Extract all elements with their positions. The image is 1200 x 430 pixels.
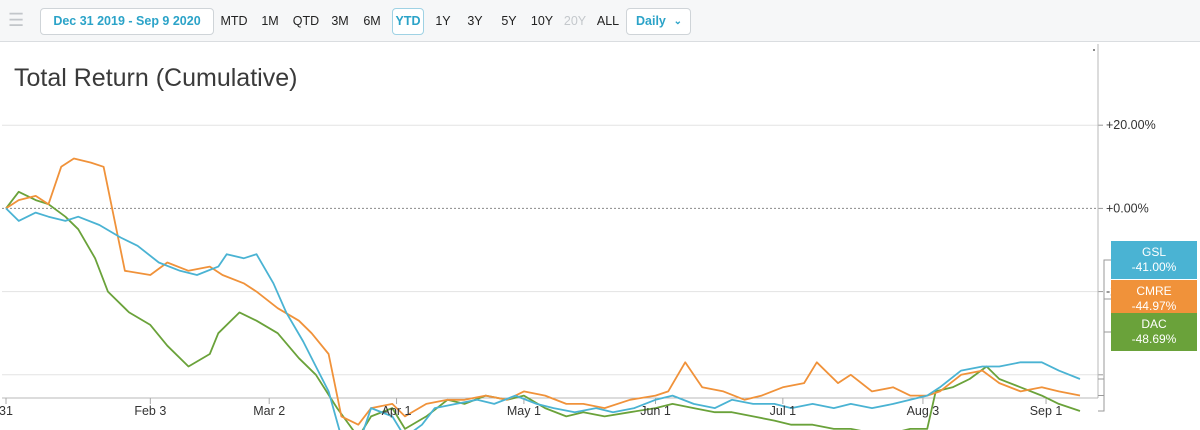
date-range-picker[interactable]: Dec 31 2019 - Sep 9 2020	[40, 8, 214, 35]
x-axis-tick-labels: 31 Feb 3 Mar 2 Apr 1 May 1 Jun 1 Jul 1 Aug 3 Sep…	[0, 404, 1062, 418]
period-button-3y[interactable]: 3Y	[467, 14, 483, 28]
y-tick-label: +0.00%	[1106, 201, 1149, 215]
grid-lines	[2, 124, 1098, 376]
interval-select-value: Daily	[636, 14, 666, 28]
period-button-6m[interactable]: 6M	[363, 14, 381, 28]
period-button-mtd[interactable]: MTD	[220, 14, 248, 28]
period-button-3m[interactable]: 3M	[331, 14, 349, 28]
period-button-ytd[interactable]: YTD	[392, 8, 424, 35]
chevron-down-icon: ⌄	[673, 16, 682, 27]
period-button-1m[interactable]: 1M	[261, 14, 279, 28]
x-tick-label: May 1	[507, 404, 541, 418]
end-label-cmre: CMRE -44.97%	[1111, 280, 1197, 318]
y-tick-label: +20.00%	[1106, 118, 1156, 132]
series-line-dac	[5, 190, 1081, 430]
x-tick-label: Sep 1	[1030, 404, 1063, 418]
end-label-series-name: DAC	[1141, 317, 1167, 331]
period-button-5y[interactable]: 5Y	[501, 14, 517, 28]
period-button-20y: 20Y	[563, 14, 587, 28]
end-label-series-name: GSL	[1141, 245, 1166, 259]
end-label-value: -41.00%	[1131, 260, 1177, 274]
end-label-gsl: GSL -41.00%	[1111, 241, 1197, 279]
series-lines	[5, 157, 1111, 430]
series-line-gsl	[5, 207, 1081, 430]
x-tick-label: 31	[0, 404, 13, 418]
range-toolbar: ☰ Dec 31 2019 - Sep 9 2020 MTD 1M QTD 3M 6M Y…	[0, 0, 1200, 42]
end-label-connector-dac	[1098, 331, 1111, 412]
menu-lines-icon[interactable]: ☰	[8, 10, 25, 30]
x-tick-label: Mar 2	[253, 404, 285, 418]
end-label-value: -48.69%	[1131, 332, 1177, 346]
x-tick-label: Feb 3	[134, 404, 166, 418]
end-label-dac: DAC -48.69%	[1111, 313, 1197, 351]
interval-select[interactable]: Daily ⌄	[626, 8, 691, 35]
x-tick-label: Aug 3	[907, 404, 940, 418]
end-label-series-name: CMRE	[1136, 284, 1172, 298]
x-tick-label: Apr 1	[382, 404, 412, 418]
period-button-10y[interactable]: 10Y	[530, 14, 554, 28]
period-button-qtd[interactable]: QTD	[292, 14, 320, 28]
axis-dot	[1093, 49, 1095, 51]
x-tick-label: Jul 1	[770, 404, 796, 418]
period-button-all[interactable]: ALL	[596, 14, 620, 28]
chart-title: Total Return (Cumulative)	[0, 56, 380, 100]
x-tick-label: Jun 1	[640, 404, 671, 418]
end-label-value: -44.97%	[1131, 299, 1177, 313]
period-button-1y[interactable]: 1Y	[435, 14, 451, 28]
